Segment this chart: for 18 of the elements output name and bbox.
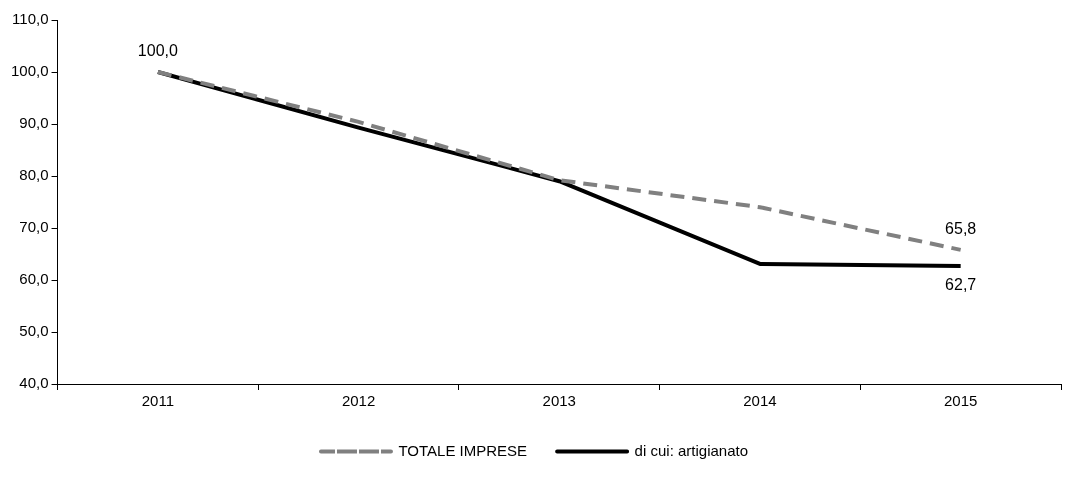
x-tick-label: 2013 bbox=[542, 392, 576, 410]
legend-label: TOTALE IMPRESE bbox=[398, 441, 528, 459]
x-tick-label: 2012 bbox=[341, 392, 376, 410]
y-tick-label: 60,0 bbox=[19, 270, 49, 288]
x-tick-label: 2011 bbox=[141, 392, 175, 410]
y-tick-label: 80,0 bbox=[19, 166, 49, 184]
y-tick-label: 90,0 bbox=[19, 114, 49, 132]
legend-label: di cui: artigianato bbox=[634, 441, 749, 459]
y-tick-label: 110,0 bbox=[12, 10, 49, 28]
y-tick-label: 40,0 bbox=[19, 374, 49, 392]
x-tick-label: 2015 bbox=[943, 392, 978, 410]
y-tick-label: 70,0 bbox=[19, 218, 49, 236]
y-tick-label: 100,0 bbox=[10, 62, 49, 80]
data-label: 65,8 bbox=[945, 220, 977, 238]
x-tick-label: 2014 bbox=[743, 392, 777, 410]
y-tick-label: 50,0 bbox=[19, 322, 49, 340]
data-label: 62,7 bbox=[945, 276, 977, 294]
data-label: 100,0 bbox=[137, 42, 178, 60]
